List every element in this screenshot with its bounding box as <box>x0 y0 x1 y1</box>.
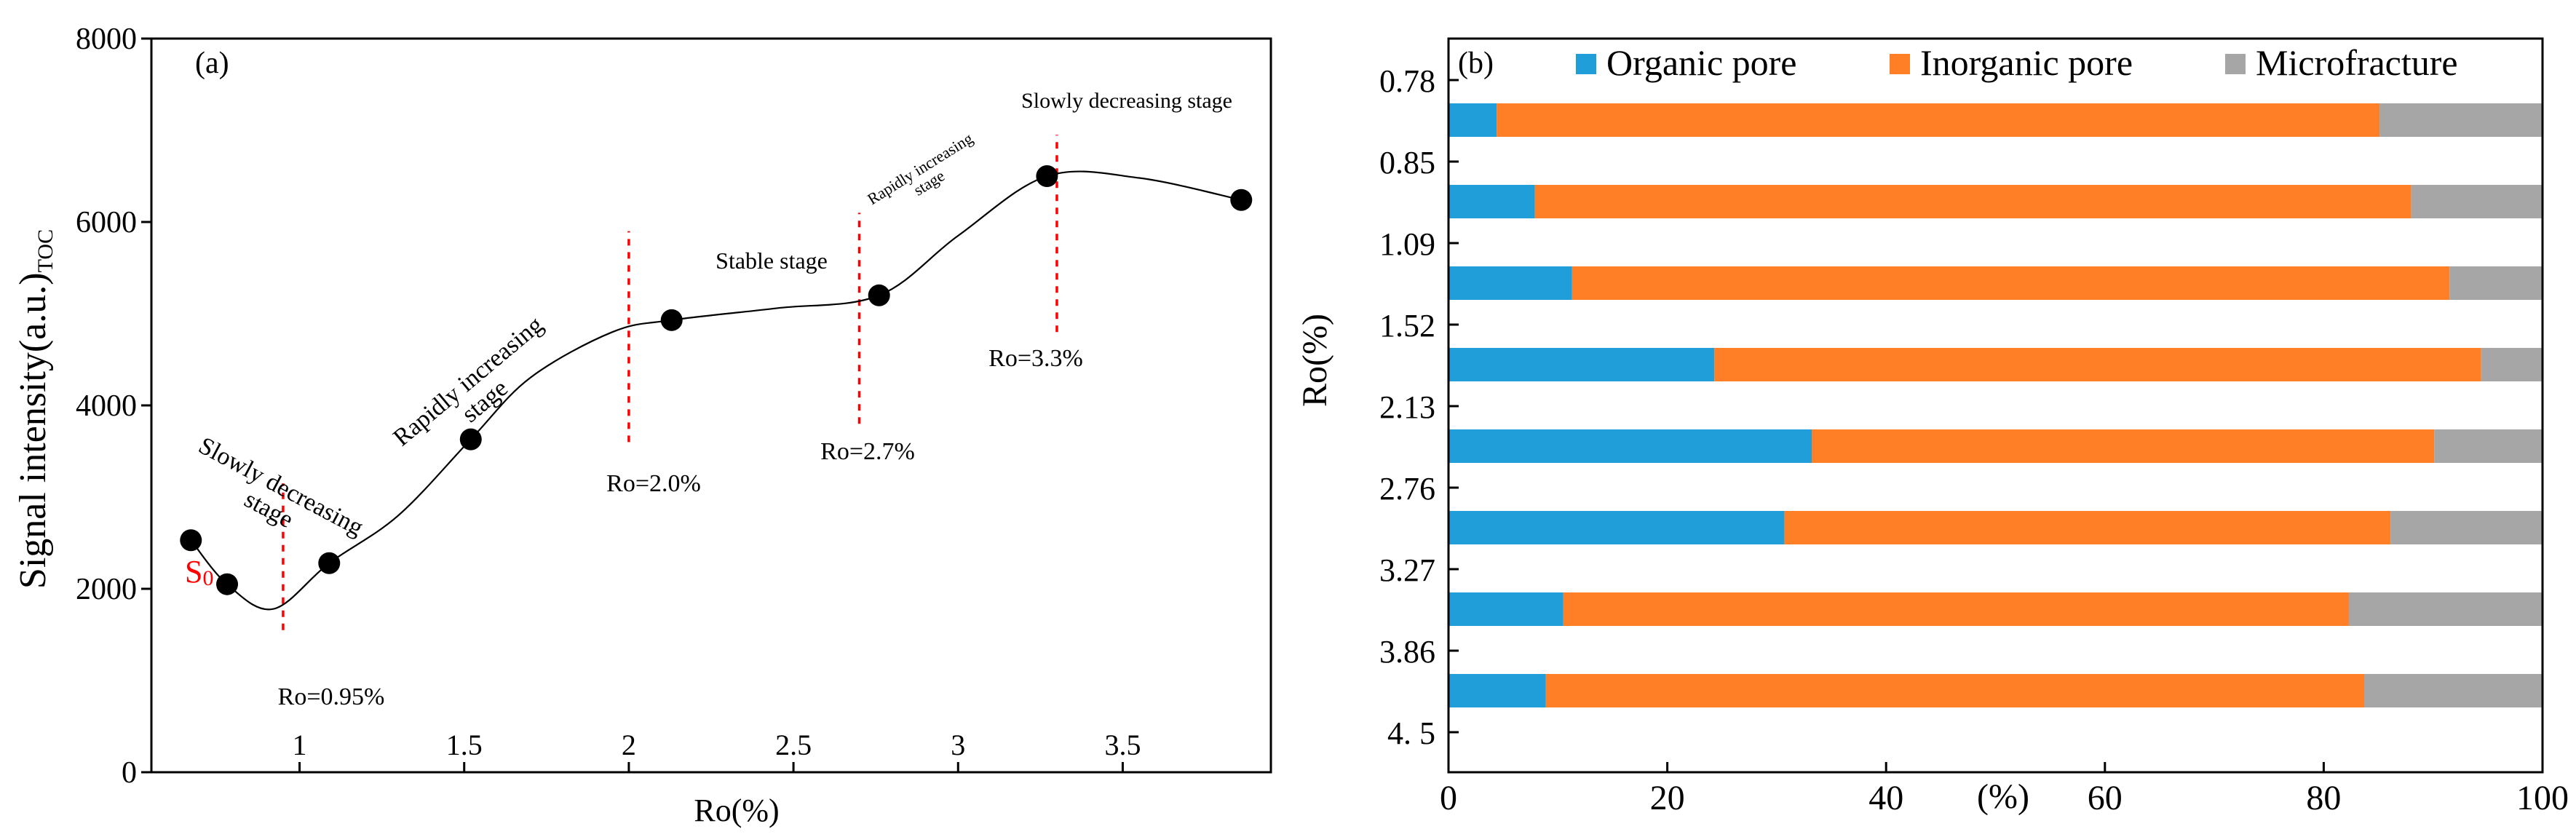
data-point-6 <box>1036 165 1058 187</box>
panel-a-y-axis-label: Signal intensity(a.u.)TOC <box>12 229 58 589</box>
bar-row4-inorganic-pore <box>1811 429 2435 463</box>
bar-row6-microfracture <box>2348 592 2543 626</box>
boundary-label-1: Ro=2.0% <box>606 470 701 497</box>
panel-a-text-labels: Ro=0.95% Ro=2.0% Ro=2.7% Ro=3.3% Slowly decr… <box>194 89 1232 710</box>
bar-row3-organic-pore <box>1448 348 1715 381</box>
stage-label-4: Slowly decreasing stage <box>1021 89 1232 113</box>
x-tick-label-3: 2.5 <box>775 729 812 761</box>
panel-a-data-points <box>180 165 1253 595</box>
panel-b-plot-frame <box>1447 37 2544 774</box>
panel-a-plot-frame <box>150 37 1272 774</box>
bar-row7-organic-pore <box>1448 674 1546 707</box>
stage-label-2-line1: Stable stage <box>716 247 828 274</box>
bar-row3-inorganic-pore <box>1714 348 2481 381</box>
boundary-label-3: Ro=3.3% <box>988 345 1083 372</box>
b-x-tick-label-3: 60 <box>2088 779 2123 817</box>
data-point-0 <box>180 529 202 552</box>
bar-row5-organic-pore <box>1448 511 1785 544</box>
legend-swatch-1 <box>1890 54 1910 74</box>
panel-a-y-axis-label-sub: TOC <box>33 229 58 272</box>
bar-row3-microfracture <box>2481 348 2543 381</box>
bar-row1-microfracture <box>2411 185 2543 218</box>
b-y-tick-label-6: 3.27 <box>1379 552 1435 588</box>
legend-label-1: Inorganic pore <box>1920 42 2133 83</box>
b-x-tick-label-5: 100 <box>2516 779 2569 817</box>
b-y-tick-label-7: 3.86 <box>1379 634 1435 670</box>
legend-label-0: Organic pore <box>1606 42 1796 83</box>
panel-b-label: (b) <box>1458 47 1494 80</box>
bar-row6-organic-pore <box>1448 592 1564 626</box>
stage-label-4-line1: Slowly decreasing stage <box>1021 89 1232 113</box>
bar-row1-inorganic-pore <box>1534 185 2411 218</box>
x-tick-label-0: 1 <box>293 729 307 761</box>
bar-row7-microfracture <box>2364 674 2543 707</box>
bar-row1-organic-pore <box>1448 185 1535 218</box>
boundary-label-2: Ro=2.7% <box>820 438 915 465</box>
bar-row0-microfracture <box>2379 103 2543 137</box>
b-x-tick-label-4: 80 <box>2306 779 2341 817</box>
y-tick-label-1: 2000 <box>76 573 137 606</box>
bar-row6-inorganic-pore <box>1563 592 2349 626</box>
data-point-4 <box>660 309 683 331</box>
data-point-1 <box>216 573 239 595</box>
b-y-tick-label-3: 1.52 <box>1379 308 1435 344</box>
panel-b-legend: Organic pore Inorganic pore Microfracture <box>1576 42 2458 83</box>
x-tick-label-1: 1.5 <box>446 729 483 761</box>
panel-b-y-axis-label: Ro(%) <box>1296 314 1334 407</box>
bar-row4-organic-pore <box>1448 429 1812 463</box>
panel-b-stacked-bars <box>1448 103 2543 707</box>
data-point-7 <box>1230 189 1253 211</box>
panel-b-x-axis-label: (%) <box>1977 777 2029 816</box>
bar-row4-microfracture <box>2434 429 2543 463</box>
panel-a-fitted-curve <box>190 170 1242 611</box>
b-y-tick-label-1: 0.85 <box>1379 145 1435 181</box>
point-annotation-sub: 0 <box>202 566 213 590</box>
x-tick-label-5: 3.5 <box>1104 729 1141 761</box>
data-point-3 <box>459 428 482 451</box>
b-y-tick-label-8: 4. 5 <box>1387 715 1435 751</box>
y-tick-label-2: 4000 <box>76 389 137 423</box>
point-annotation: S0 <box>185 554 213 590</box>
bar-row2-organic-pore <box>1448 266 1572 300</box>
b-x-tick-label-1: 20 <box>1650 779 1685 817</box>
boundary-label-0: Ro=0.95% <box>278 683 385 710</box>
b-y-tick-label-0: 0.78 <box>1379 63 1435 99</box>
bar-row2-microfracture <box>2449 266 2543 300</box>
legend-label-2: Microfracture <box>2256 42 2458 83</box>
y-tick-label-3: 6000 <box>76 206 137 239</box>
b-x-tick-label-2: 40 <box>1868 779 1903 817</box>
b-y-tick-label-4: 2.13 <box>1379 389 1435 425</box>
bar-row0-inorganic-pore <box>1497 103 2380 137</box>
x-tick-label-4: 3 <box>951 729 965 761</box>
bar-row0-organic-pore <box>1448 103 1497 137</box>
b-x-tick-label-0: 0 <box>1440 779 1457 817</box>
stage-label-2: Stable stage <box>716 247 828 274</box>
data-point-5 <box>868 284 890 306</box>
bar-row7-inorganic-pore <box>1545 674 2365 707</box>
panel-a-label: (a) <box>195 47 229 80</box>
bar-row5-inorganic-pore <box>1784 511 2391 544</box>
y-tick-label-4: 8000 <box>76 23 137 56</box>
legend-swatch-2 <box>2225 54 2246 74</box>
b-y-tick-label-5: 2.76 <box>1379 471 1435 507</box>
panel-b-axis-ticks: 0 20 40 60 80 100 0.78 0.85 1.09 1.52 2.13 2.76 3.27… <box>1379 63 2569 817</box>
legend-swatch-0 <box>1576 54 1596 74</box>
y-tick-label-0: 0 <box>122 756 137 790</box>
bar-row2-inorganic-pore <box>1572 266 2450 300</box>
panel-a-y-axis-label-main: Signal intensity(a.u.) <box>12 272 54 589</box>
data-point-2 <box>318 552 341 574</box>
panel-b-bar-chart: 0 20 40 60 80 100 0.78 0.85 1.09 1.52 2.13 2.76 3.27… <box>1296 37 2569 817</box>
b-y-tick-label-2: 1.09 <box>1379 226 1435 262</box>
panel-a-x-axis-label: Ro(%) <box>694 793 779 828</box>
point-annotation-main: S <box>185 554 202 590</box>
bar-row5-microfracture <box>2390 511 2543 544</box>
panel-a-axis-ticks: 1 1.5 2 2.5 3 3.5 0 2000 4000 6000 8000 <box>76 23 1141 790</box>
x-tick-label-2: 2 <box>622 729 636 761</box>
panel-a-boundaries <box>282 135 1058 630</box>
